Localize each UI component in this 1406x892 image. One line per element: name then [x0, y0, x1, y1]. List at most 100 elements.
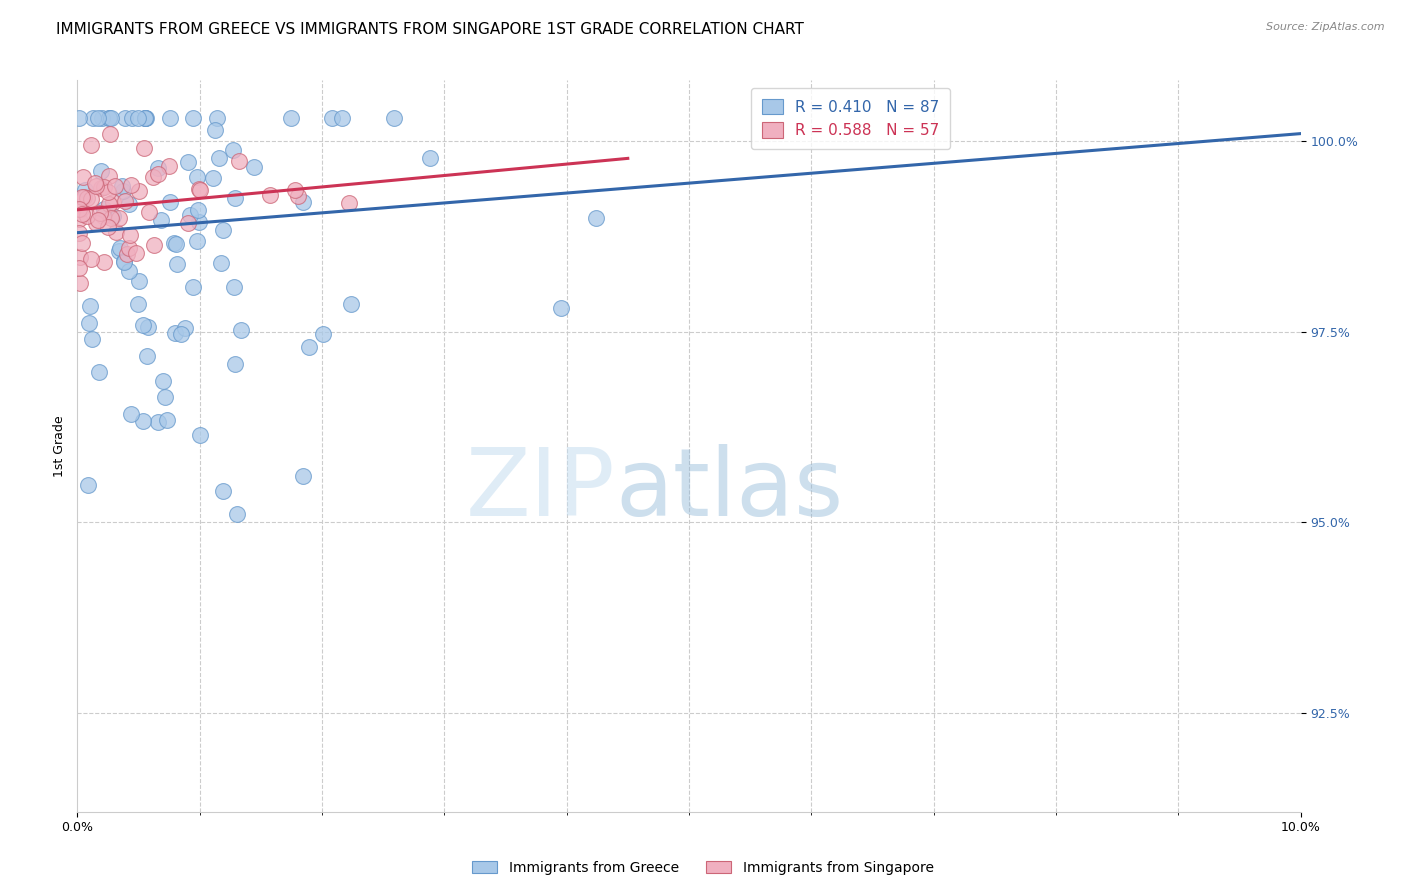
- Point: [135, 349, 157, 363]
- Legend: Immigrants from Greece, Immigrants from Singapore: Immigrants from Greece, Immigrants from …: [467, 855, 939, 880]
- Point: [190, 428, 212, 442]
- Point: [69, 260, 91, 275]
- Point: [135, 112, 157, 126]
- Point: [114, 112, 136, 126]
- Point: [159, 194, 181, 209]
- Point: [170, 327, 193, 342]
- Point: [201, 170, 224, 185]
- Point: [112, 255, 135, 269]
- Point: [209, 256, 232, 270]
- Point: [159, 112, 181, 126]
- Point: [128, 274, 150, 288]
- Point: [115, 246, 138, 260]
- Point: [291, 195, 314, 210]
- Point: [156, 413, 179, 427]
- Point: [90, 163, 112, 178]
- Point: [287, 189, 309, 203]
- Point: [149, 212, 172, 227]
- Point: [134, 112, 156, 126]
- Point: [87, 366, 110, 380]
- Point: [174, 321, 197, 335]
- Point: [67, 212, 90, 227]
- Point: [188, 183, 211, 197]
- Point: [120, 178, 142, 192]
- Point: [419, 151, 441, 165]
- Point: [132, 414, 155, 428]
- Point: [70, 190, 93, 204]
- Point: [186, 169, 208, 184]
- Point: [84, 179, 107, 194]
- Point: [211, 484, 233, 499]
- Point: [224, 191, 246, 205]
- Point: [97, 185, 120, 199]
- Point: [222, 143, 245, 157]
- Point: [146, 161, 169, 176]
- Point: [79, 137, 101, 152]
- Point: [179, 208, 201, 222]
- Text: IMMIGRANTS FROM GREECE VS IMMIGRANTS FROM SINGAPORE 1ST GRADE CORRELATION CHART: IMMIGRANTS FROM GREECE VS IMMIGRANTS FRO…: [56, 22, 804, 37]
- Point: [134, 141, 156, 155]
- Point: [127, 112, 149, 126]
- Point: [107, 244, 129, 258]
- Point: [104, 179, 127, 194]
- Point: [292, 469, 315, 483]
- Point: [76, 209, 98, 223]
- Point: [77, 316, 100, 330]
- Point: [76, 191, 98, 205]
- Point: [143, 238, 166, 252]
- Point: [231, 323, 253, 337]
- Point: [72, 206, 94, 220]
- Point: [69, 250, 91, 264]
- Point: [112, 254, 135, 268]
- Point: [330, 112, 353, 126]
- Point: [67, 226, 90, 240]
- Point: [101, 209, 124, 223]
- Point: [284, 183, 307, 197]
- Point: [384, 112, 406, 126]
- Point: [79, 299, 101, 313]
- Point: [98, 127, 121, 141]
- Text: atlas: atlas: [616, 444, 844, 536]
- Point: [112, 184, 135, 198]
- Point: [312, 327, 335, 342]
- Point: [82, 332, 104, 346]
- Point: [91, 209, 114, 223]
- Y-axis label: 1st Grade: 1st Grade: [53, 415, 66, 477]
- Point: [207, 151, 229, 165]
- Point: [204, 123, 226, 137]
- Point: [146, 167, 169, 181]
- Point: [243, 160, 266, 174]
- Point: [98, 112, 121, 126]
- Point: [152, 374, 174, 388]
- Point: [183, 112, 205, 126]
- Point: [86, 112, 108, 126]
- Point: [165, 236, 187, 251]
- Point: [280, 112, 302, 126]
- Point: [82, 112, 104, 126]
- Point: [93, 180, 115, 194]
- Point: [114, 194, 136, 209]
- Point: [77, 477, 100, 491]
- Point: [146, 415, 169, 429]
- Point: [84, 216, 107, 230]
- Point: [205, 112, 228, 126]
- Text: Source: ZipAtlas.com: Source: ZipAtlas.com: [1267, 22, 1385, 32]
- Point: [120, 227, 142, 242]
- Point: [67, 112, 90, 126]
- Point: [93, 255, 115, 269]
- Point: [121, 112, 143, 126]
- Point: [337, 196, 360, 211]
- Point: [188, 182, 211, 196]
- Point: [321, 112, 343, 126]
- Point: [181, 280, 204, 294]
- Point: [585, 211, 607, 226]
- Point: [166, 257, 188, 271]
- Point: [91, 112, 114, 126]
- Point: [138, 204, 160, 219]
- Point: [153, 390, 176, 404]
- Point: [101, 195, 124, 210]
- Point: [73, 183, 96, 197]
- Point: [134, 112, 156, 126]
- Point: [228, 153, 250, 168]
- Point: [108, 240, 131, 254]
